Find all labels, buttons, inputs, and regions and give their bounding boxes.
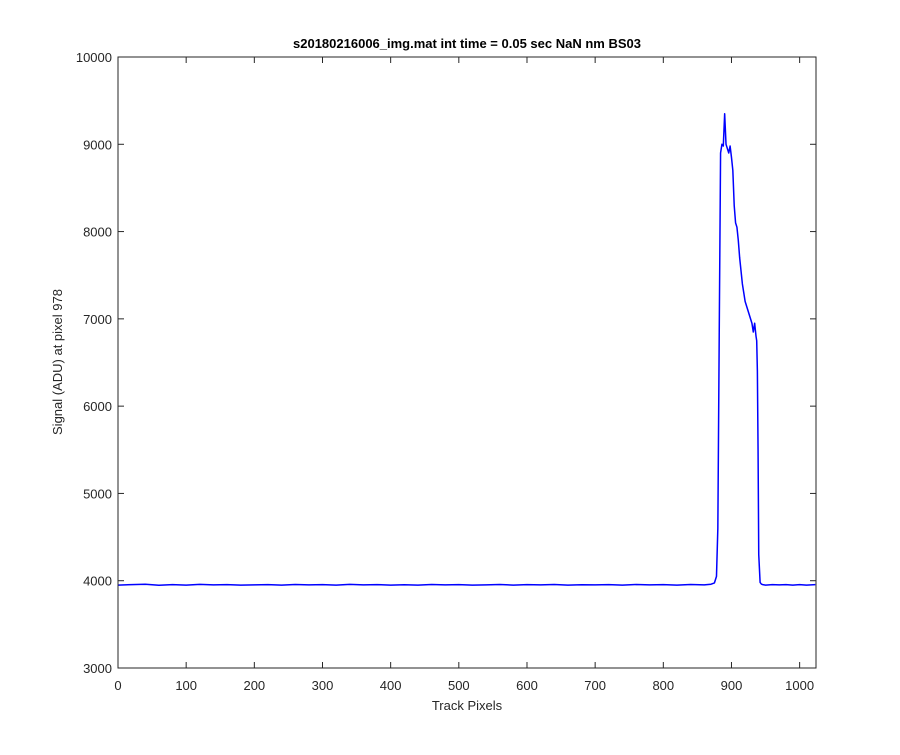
x-tick-label: 500 bbox=[448, 678, 470, 693]
x-tick-label: 100 bbox=[175, 678, 197, 693]
y-tick-label: 8000 bbox=[83, 225, 112, 240]
y-tick-label: 7000 bbox=[83, 312, 112, 327]
y-tick-label: 6000 bbox=[83, 399, 112, 414]
x-tick-label: 600 bbox=[516, 678, 538, 693]
x-tick-label: 900 bbox=[721, 678, 743, 693]
ticks-layer: 0 100 200 300 400 500 600 700 800 900 1000 3000 4000… bbox=[76, 50, 816, 693]
plot-frame bbox=[117, 56, 817, 669]
x-tick-label: 700 bbox=[584, 678, 606, 693]
x-tick-label: 1000 bbox=[785, 678, 814, 693]
x-tick-label: 300 bbox=[312, 678, 334, 693]
y-tick-label: 5000 bbox=[83, 486, 112, 501]
signal-series-line bbox=[117, 112, 816, 586]
x-axis-label: Track Pixels bbox=[432, 698, 503, 713]
plot-background bbox=[118, 57, 816, 668]
y-tick-label: 4000 bbox=[83, 574, 112, 589]
series-layer bbox=[117, 112, 816, 586]
y-tick-label: 3000 bbox=[83, 661, 112, 676]
x-tick-label: 200 bbox=[243, 678, 265, 693]
y-tick-label: 9000 bbox=[83, 137, 112, 152]
x-tick-label: 0 bbox=[114, 678, 121, 693]
y-tick-label: 10000 bbox=[76, 50, 112, 65]
x-tick-label: 800 bbox=[652, 678, 674, 693]
chart-title: s20180216006_img.mat int time = 0.05 sec… bbox=[293, 36, 641, 51]
x-tick-label: 400 bbox=[380, 678, 402, 693]
y-axis-label: Signal (ADU) at pixel 978 bbox=[50, 289, 65, 435]
